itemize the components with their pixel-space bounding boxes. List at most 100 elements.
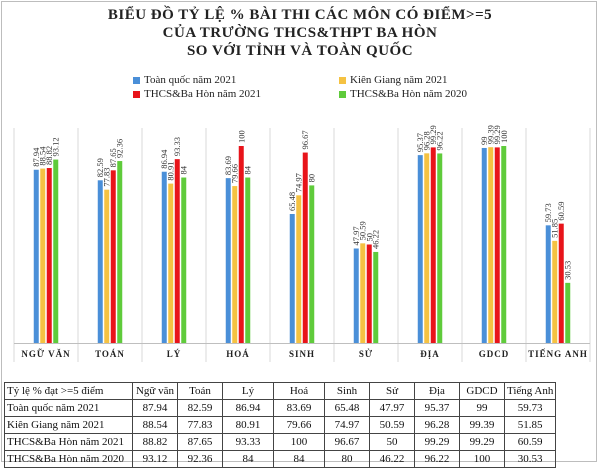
bar-thcs-2021 [238,146,244,343]
x-tick-label: SINH [289,349,315,359]
table-header-cell: Tỷ lệ % đạt >=5 điểm [4,382,133,400]
table-cell: 50 [369,433,415,451]
table-header-cell: Ngữ văn [132,382,178,400]
data-label-kien-giang-2021: 51.85 [550,219,560,238]
table-row-label: Kiên Giang năm 2021 [4,416,133,434]
table-cell: 86.94 [222,399,274,417]
legend-item-thcs-2020: THCS&Ba Hòn năm 2020 [339,88,467,100]
table-row: Kiên Giang năm 2021 88.54 77.83 80.91 79… [4,416,557,434]
table-cell: 93.33 [222,433,274,451]
table-cell: 87.65 [177,433,223,451]
legend-item-toan-quoc-2021: Toàn quốc năm 2021 [133,74,236,86]
table-cell: 87.94 [132,399,178,417]
data-label-kien-giang-2021: 74.97 [294,173,304,192]
table-cell: 93.12 [132,450,178,468]
data-label-thcs-2020: 84 [179,165,189,174]
table-cell: 95.37 [414,399,460,417]
table-cell: 80.91 [222,416,274,434]
bar-toan-quoc-2021 [225,178,231,343]
chart-title-line-3: SO VỚI TỈNH VÀ TOÀN QUỐC [186,43,414,59]
data-label-thcs-2021: 96.67 [300,130,310,149]
table-row: THCS&Ba Hòn năm 2020 93.12 92.36 84 84 8… [4,450,557,468]
data-label-toan-quoc-2021: 99 [479,136,489,145]
bar-thcs-2021 [558,223,564,343]
x-tick-label: SỬ [359,349,373,359]
table-header-cell: Sử [369,382,415,400]
data-label-thcs-2021: 100 [236,130,246,143]
bar-toan-quoc-2021 [33,169,39,343]
legend-label-thcs-2020: THCS&Ba Hòn năm 2020 [350,88,468,100]
data-label-thcs-2020: 30.53 [563,261,573,280]
data-label-toan-quoc-2021: 83.69 [223,156,233,175]
data-label-thcs-2020: 84 [243,165,253,174]
data-label-toan-quoc-2021: 95.37 [415,133,425,152]
table-cell: 50.59 [369,416,415,434]
data-label-toan-quoc-2021: 65.48 [287,192,297,211]
table-cell: 30.53 [503,450,557,468]
legend-item-kien-giang-2021: Kiên Giang năm 2021 [339,74,447,86]
data-label-toan-quoc-2021: 59.73 [543,203,553,222]
bar-thcs-2020 [501,146,507,343]
bar-kien-giang-2021 [360,243,366,343]
data-label-thcs-2021: 93.33 [172,137,182,156]
chart-title-line-1: BIỂU ĐỒ TỶ LỆ % BÀI THI CÁC MÔN CÓ ĐIỂM>… [107,7,493,23]
legend-swatch-thcs-2020 [339,90,346,98]
chart-legend: Toàn quốc năm 2021 Kiên Giang năm 2021 T… [0,0,600,100]
bar-kien-giang-2021 [232,186,238,343]
bar-kien-giang-2021 [168,183,174,343]
legend-swatch-toan-quoc-2021 [133,76,140,84]
table-cell: 60.59 [503,433,557,451]
bar-thcs-2020 [373,251,379,343]
data-label-thcs-2020: 96.22 [435,131,445,150]
bar-toan-quoc-2021 [97,180,103,343]
data-label-kien-giang-2021: 80.91 [166,161,176,180]
data-label-thcs-2021: 99.29 [492,125,502,144]
table-cell: 100 [459,450,505,468]
data-label-thcs-2020: 93.12 [51,137,61,156]
data-label-thcs-2020: 46.22 [371,230,381,249]
table-cell: 99.39 [459,416,505,434]
bar-kien-giang-2021 [488,147,494,343]
table-cell: 96.28 [414,416,460,434]
bar-toan-quoc-2021 [289,214,295,343]
bar-thcs-2021 [494,147,500,343]
table-cell: 99.29 [414,433,460,451]
table-cell: 65.48 [324,399,370,417]
table-row-label: Toàn quốc năm 2021 [4,399,133,417]
bar-thcs-2020 [309,185,315,343]
table-header-cell: Địa [414,382,460,400]
bar-thcs-2021 [46,168,52,343]
data-label-kien-giang-2021: 77.83 [102,168,112,187]
bar-kien-giang-2021 [296,195,302,343]
data-label-kien-giang-2021: 99.39 [486,125,496,144]
bar-toan-quoc-2021 [161,171,167,343]
x-tick-label: HOÁ [226,349,250,359]
x-tick-label: ĐỊA [420,349,440,359]
bar-thcs-2021 [174,159,180,343]
table-cell: 96.67 [324,433,370,451]
legend-label-toan-quoc-2021: Toàn quốc năm 2021 [144,74,237,86]
data-label-toan-quoc-2021: 87.94 [31,147,41,167]
bar-thcs-2020 [245,177,251,343]
table-cell: 74.97 [324,416,370,434]
table-header-cell: Toán [177,382,223,400]
legend-swatch-kien-giang-2021 [339,76,346,84]
table-header-cell: GDCD [459,382,505,400]
bar-toan-quoc-2021 [481,147,487,343]
data-label-toan-quoc-2021: 82.59 [95,158,105,177]
bar-thcs-2020 [117,161,123,343]
bar-kien-giang-2021 [104,189,110,343]
data-label-toan-quoc-2021: 86.94 [159,149,169,169]
table-header-cell: Hoá [273,382,325,400]
data-label-thcs-2020: 80 [307,174,317,183]
bar-thcs-2020 [53,159,59,343]
table-cell: 59.73 [503,399,557,417]
table-row: Toàn quốc năm 2021 87.94 82.59 86.94 83.… [4,399,557,417]
bar-thcs-2020 [437,153,443,343]
table-cell: 100 [273,433,325,451]
table-cell: 77.83 [177,416,223,434]
table-cell: 92.36 [177,450,223,468]
table-header-row: Tỷ lệ % đạt >=5 điểm Ngữ văn Toán Lý Hoá… [4,382,557,400]
bar-toan-quoc-2021 [417,155,423,343]
